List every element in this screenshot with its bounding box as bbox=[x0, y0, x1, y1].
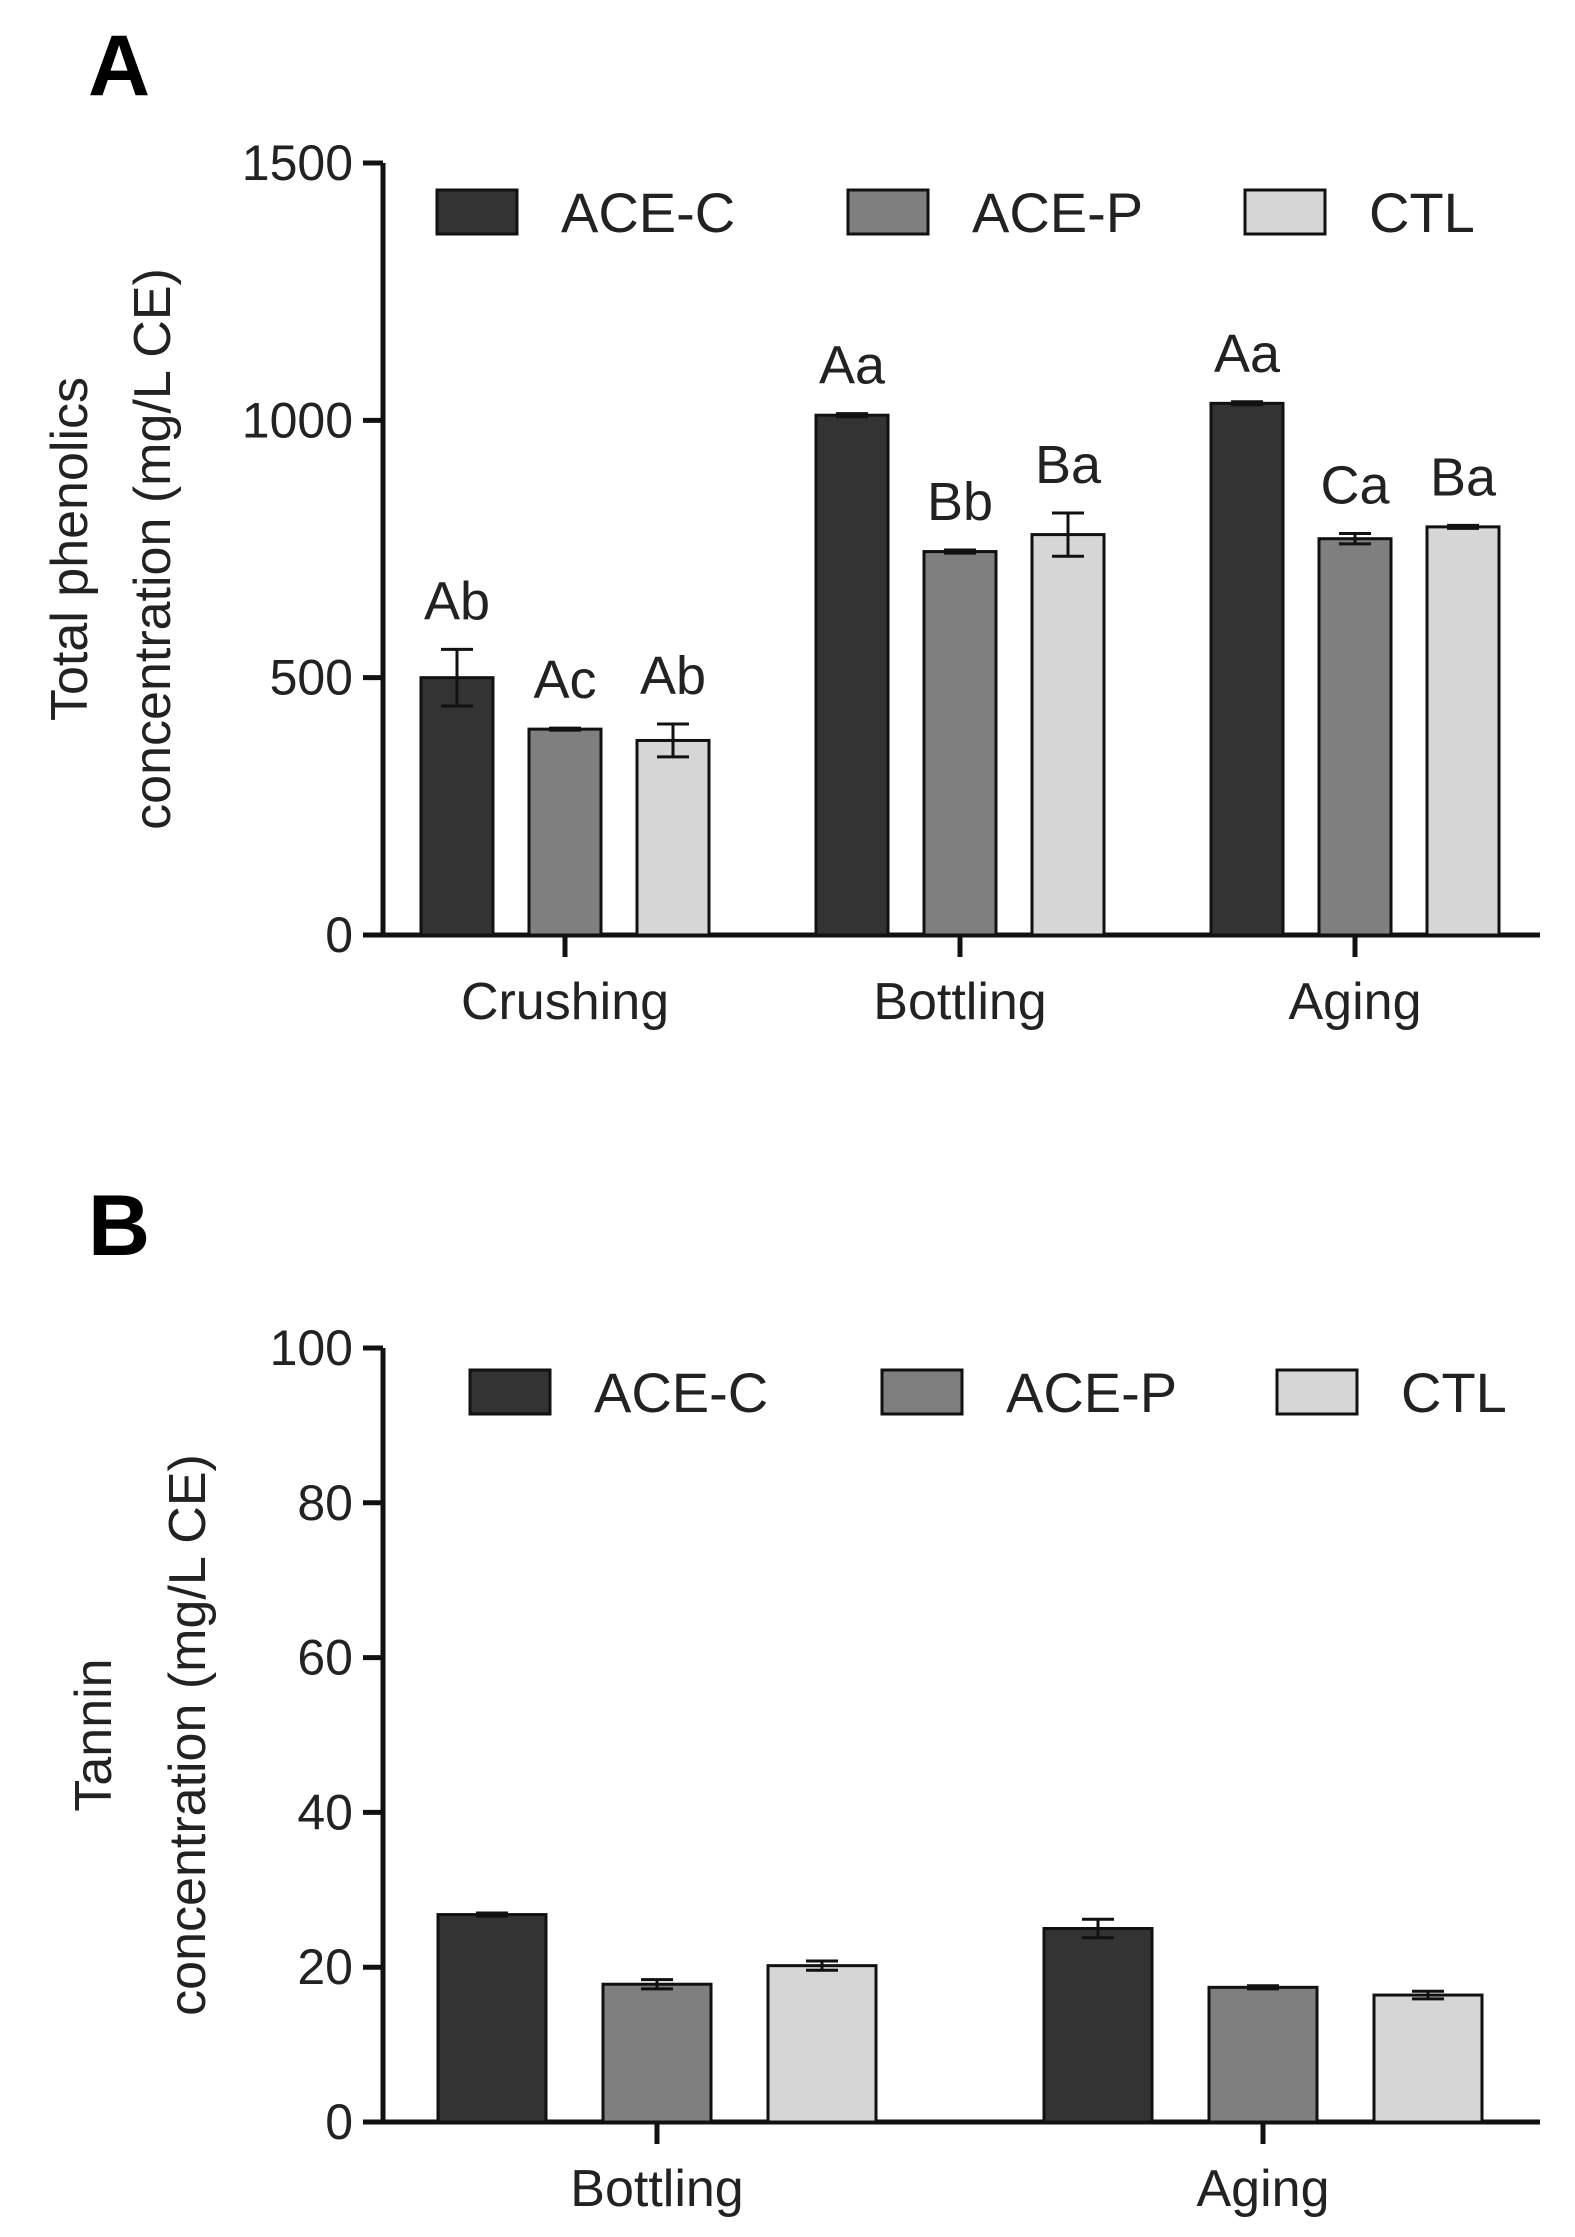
bar-significance-label: Ab bbox=[424, 571, 490, 631]
panel-b: B 0 20 40 60 80 100 Tannin concentration (mg/L … bbox=[0, 1150, 1575, 2237]
x-category-label: Bottling bbox=[873, 973, 1046, 1031]
bar bbox=[922, 550, 998, 937]
legend-swatch bbox=[880, 1368, 964, 1416]
y-tick-label: 500 bbox=[270, 650, 353, 706]
legend-swatch bbox=[468, 1368, 552, 1416]
bar bbox=[1317, 537, 1393, 937]
legend-swatch bbox=[1243, 188, 1327, 236]
y-tick-label: 100 bbox=[270, 1320, 353, 1376]
x-category-label: Aging bbox=[1197, 2160, 1330, 2218]
chart-b: B 0 20 40 60 80 100 Tannin concentration (mg/L … bbox=[65, 1178, 1540, 2218]
y-tick-label: 60 bbox=[297, 1630, 353, 1686]
bar-significance-label: Bb bbox=[927, 472, 993, 532]
y-tick-label: 1000 bbox=[242, 392, 353, 448]
y-tick-label: 1500 bbox=[242, 135, 353, 191]
bar bbox=[1030, 533, 1106, 937]
y-axis-title-line: Tannin bbox=[65, 1658, 123, 1811]
bar-significance-label: Ba bbox=[1035, 435, 1102, 495]
legend-label: CTL bbox=[1401, 1361, 1507, 1424]
bar bbox=[1372, 1993, 1484, 2124]
y-tick-label: 0 bbox=[325, 2094, 353, 2150]
y-tick-label: 20 bbox=[297, 1939, 353, 1995]
bar bbox=[419, 676, 495, 937]
bar-significance-label: Ab bbox=[640, 646, 706, 706]
bar-significance-label: Ac bbox=[533, 650, 596, 710]
bar bbox=[1042, 1927, 1154, 2124]
bar-significance-label: Aa bbox=[1214, 324, 1281, 384]
legend-label: ACE-C bbox=[594, 1361, 768, 1424]
legend-label: ACE-P bbox=[972, 181, 1143, 244]
bar bbox=[601, 1982, 713, 2124]
y-tick-label: 80 bbox=[297, 1475, 353, 1531]
x-category-label: Aging bbox=[1289, 973, 1422, 1031]
y-axis-title-line: concentration (mg/L CE) bbox=[124, 268, 182, 830]
bar-significance-label: Ba bbox=[1430, 447, 1497, 507]
bar bbox=[1209, 401, 1285, 937]
legend-swatch bbox=[1275, 1368, 1359, 1416]
chart-a: A 0 500 1000 1500 Total phenolics concentrati… bbox=[41, 18, 1540, 1031]
y-tick-label: 40 bbox=[297, 1784, 353, 1840]
legend-label: ACE-C bbox=[561, 181, 735, 244]
bar-significance-label: Ca bbox=[1320, 456, 1390, 516]
bar-significance-label: Aa bbox=[819, 336, 886, 396]
legend-label: ACE-P bbox=[1006, 1361, 1177, 1424]
legend-swatch bbox=[846, 188, 930, 236]
legend-label: CTL bbox=[1369, 181, 1475, 244]
chart-b-plot: 0 20 40 60 80 100 Tannin concentration (mg/L CE… bbox=[65, 1320, 1540, 2218]
bar bbox=[1425, 525, 1501, 937]
bar bbox=[635, 738, 711, 937]
x-category-label: Crushing bbox=[461, 973, 669, 1031]
legend-swatch bbox=[435, 188, 519, 236]
x-category-label: Bottling bbox=[570, 2160, 743, 2218]
bar bbox=[766, 1964, 878, 2124]
bar bbox=[436, 1913, 548, 2124]
y-tick-label: 0 bbox=[325, 907, 353, 963]
y-axis-title-line: concentration (mg/L CE) bbox=[159, 1454, 217, 2016]
y-axis-title-line: Total phenolics bbox=[41, 377, 99, 721]
panel-letter-a: A bbox=[88, 18, 150, 114]
panel-a: A 0 500 1000 1500 Total phenolics concentrati… bbox=[0, 0, 1575, 1100]
bar bbox=[1207, 1985, 1319, 2124]
bar bbox=[814, 413, 890, 937]
bar bbox=[527, 727, 603, 937]
chart-a-plot: 0 500 1000 1500 Total phenolics concentration… bbox=[41, 135, 1540, 1031]
panel-letter-b: B bbox=[88, 1178, 150, 1274]
